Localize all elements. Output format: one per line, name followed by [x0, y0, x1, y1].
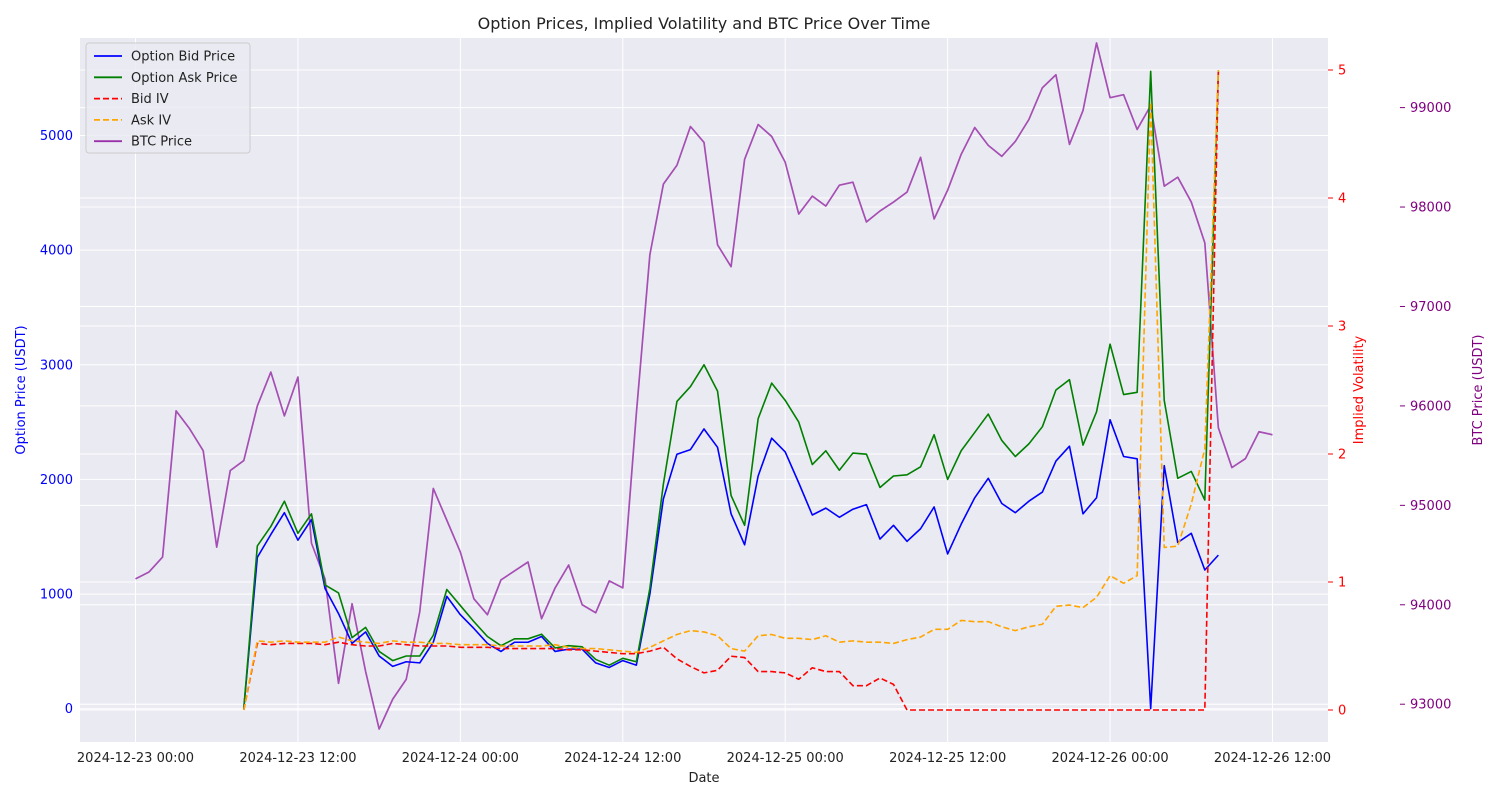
price-tick-label: 1000 — [40, 588, 73, 603]
x-tick-label: 2024-12-26 12:00 — [1214, 751, 1331, 766]
iv-tick-label: 2 — [1338, 448, 1346, 463]
x-tick-label: 2024-12-24 00:00 — [402, 751, 519, 766]
price-tick-label: 0 — [65, 702, 73, 717]
btc-axis-title: BTC Price (USDT) — [1471, 334, 1486, 445]
iv-axis-title: Implied Volatility — [1352, 335, 1367, 444]
series-line-option-bid-price — [242, 419, 1219, 710]
price-tick-label: 5000 — [40, 129, 73, 144]
x-tick-label: 2024-12-23 12:00 — [239, 751, 356, 766]
x-axis-title: Date — [688, 771, 719, 786]
btc-tick-label: 96000 — [1410, 399, 1451, 414]
iv-tick-label: 4 — [1338, 192, 1346, 207]
series-line-btc-price — [135, 42, 1273, 730]
iv-tick-label: 5 — [1338, 64, 1346, 79]
btc-tick-label: 95000 — [1410, 499, 1451, 514]
legend-label: Bid IV — [131, 92, 169, 107]
price-axis-title: Option Price (USDT) — [14, 325, 29, 454]
btc-tick-label: 99000 — [1410, 101, 1451, 116]
x-tick-label: 2024-12-25 00:00 — [727, 751, 844, 766]
btc-tick-label: 94000 — [1410, 598, 1451, 613]
iv-tick-label: 3 — [1338, 320, 1346, 335]
plot-area — [80, 38, 1328, 742]
btc-tick-label: 93000 — [1410, 698, 1451, 713]
legend-label: BTC Price — [131, 135, 192, 150]
iv-tick-label: 0 — [1338, 704, 1346, 719]
x-tick-label: 2024-12-26 00:00 — [1051, 751, 1168, 766]
legend-label: Option Bid Price — [131, 50, 235, 65]
series-lines — [135, 42, 1273, 730]
series-line-option-ask-price — [242, 70, 1220, 709]
btc-tick-label: 97000 — [1410, 300, 1451, 315]
x-tick-label: 2024-12-25 12:00 — [889, 751, 1006, 766]
chart-title: Option Prices, Implied Volatility and BT… — [478, 14, 931, 33]
series-line-ask-iv — [242, 69, 1220, 711]
price-tick-label: 2000 — [40, 473, 73, 488]
legend-box — [85, 42, 251, 154]
price-tick-label: 3000 — [40, 358, 73, 373]
series-line-bid-iv — [242, 69, 1220, 711]
legend-label: Option Ask Price — [131, 71, 238, 86]
price-tick-label: 4000 — [40, 244, 73, 259]
btc-tick-label: 98000 — [1410, 201, 1451, 216]
legend: Option Bid Price Option Ask Price Bid IV As… — [85, 42, 251, 154]
axes: 2024-12-23 00:00 2024-12-23 12:00 2024-12-… — [14, 64, 1486, 767]
x-tick-label: 2024-12-24 12:00 — [564, 751, 681, 766]
legend-label: Ask IV — [131, 113, 171, 128]
iv-tick-label: 1 — [1338, 576, 1346, 591]
x-tick-label: 2024-12-23 00:00 — [77, 751, 194, 766]
